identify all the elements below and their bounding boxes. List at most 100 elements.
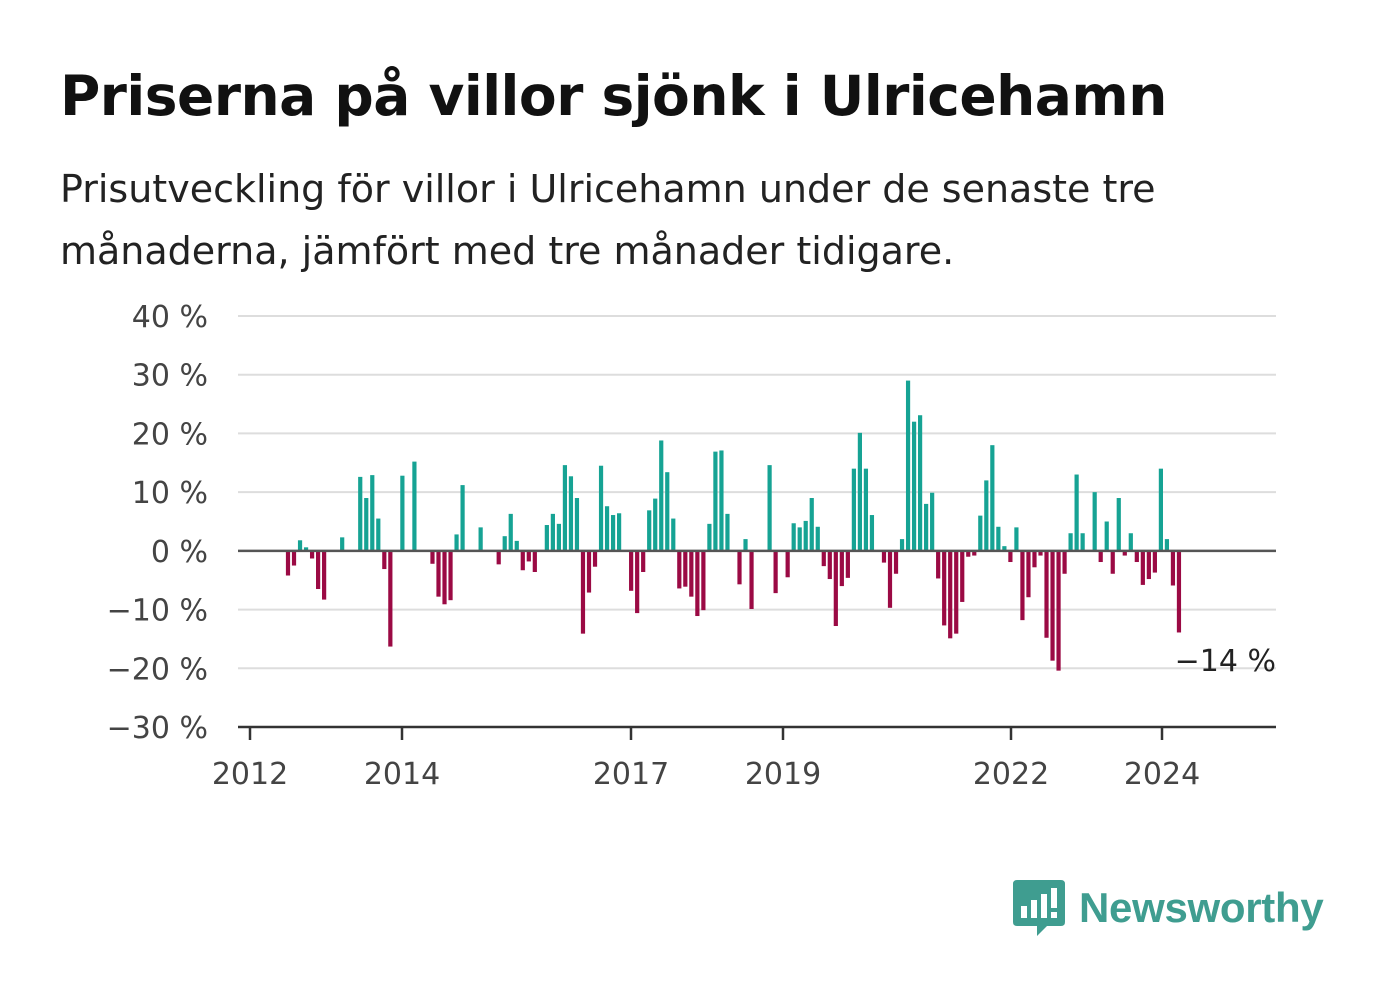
bar [568,476,574,551]
bar [526,550,531,562]
newsworthy-logo-icon [1013,880,1065,936]
bar [773,550,778,594]
bar [1050,550,1055,661]
bar [532,550,537,572]
bar [297,540,303,551]
bar [478,527,483,551]
bar [911,421,917,551]
bar [635,550,640,614]
bar [689,550,694,597]
bar [1158,468,1163,551]
bar [713,451,718,551]
bar [1092,492,1097,551]
bar [285,550,291,576]
bar [930,492,935,551]
bar [833,550,838,627]
bar [309,550,315,559]
bar [809,498,814,551]
bar [448,550,453,601]
bar [1062,550,1067,574]
bar [972,550,977,556]
bar [821,550,826,567]
bar [743,539,748,551]
bar [737,550,742,585]
bar [881,550,887,563]
bar [376,518,381,551]
bar [1104,521,1109,551]
bar [370,475,375,551]
bar [1056,550,1061,671]
bar [960,550,965,602]
bar [1152,550,1157,573]
bar [683,550,688,587]
x-tick-label: 2024 [1124,757,1200,792]
bar [1014,527,1019,551]
x-tick-label: 2022 [973,757,1049,792]
bar [1146,550,1151,580]
bar [629,550,634,591]
bar [954,550,959,634]
y-tick-label: 10 % [132,476,208,511]
bar [845,550,850,578]
bar [1068,533,1073,551]
bar [851,468,856,551]
bar [1176,550,1182,633]
y-tick-label: 30 % [132,359,208,394]
bar [996,526,1001,551]
x-tick-label: 2019 [745,757,821,792]
bar [665,472,670,551]
bar [412,461,417,551]
x-tick-label: 2012 [212,757,288,792]
bar [1044,550,1049,638]
bar [869,515,875,551]
bar [677,550,682,589]
bar [598,465,604,551]
bar [1140,550,1145,585]
bar [358,476,363,551]
bar [586,550,592,593]
bar [653,498,658,551]
bar [707,523,712,551]
bar [899,539,905,551]
bar [382,550,387,570]
bar [508,513,513,551]
bar [1098,550,1103,563]
bar [617,513,622,551]
bar [1164,539,1170,551]
bar [580,550,586,634]
bar [562,465,568,551]
bar [496,550,501,565]
bar [574,498,580,551]
bar [1110,550,1115,574]
bar [460,485,465,551]
bar [1128,533,1133,551]
x-tick-label: 2017 [593,757,669,792]
bar [695,550,700,617]
bar [791,523,796,551]
bar [340,537,345,551]
bar [1032,550,1037,568]
bar [924,503,929,551]
bar [1020,550,1025,621]
y-tick-label: −20 % [107,652,208,687]
bar [978,515,983,551]
bar [984,480,989,551]
bar [797,527,802,551]
bar [936,550,941,579]
chart-subtitle: Prisutveckling för villor i Ulricehamn u… [60,167,1156,273]
bar [659,440,664,551]
bar [291,550,297,566]
bar [610,515,616,551]
bar [827,550,832,580]
x-axis: 2012 2014 2017 2019 2022 2024 [212,725,1276,792]
chart-title: Priserna på villor sjönk i Ulricehamn [60,64,1167,128]
bar [1116,498,1121,551]
bar [749,550,754,609]
bar [785,550,790,578]
bar [1008,550,1013,563]
bar [1170,550,1176,586]
bar [604,506,610,551]
bar [857,432,862,551]
bar [839,550,844,587]
